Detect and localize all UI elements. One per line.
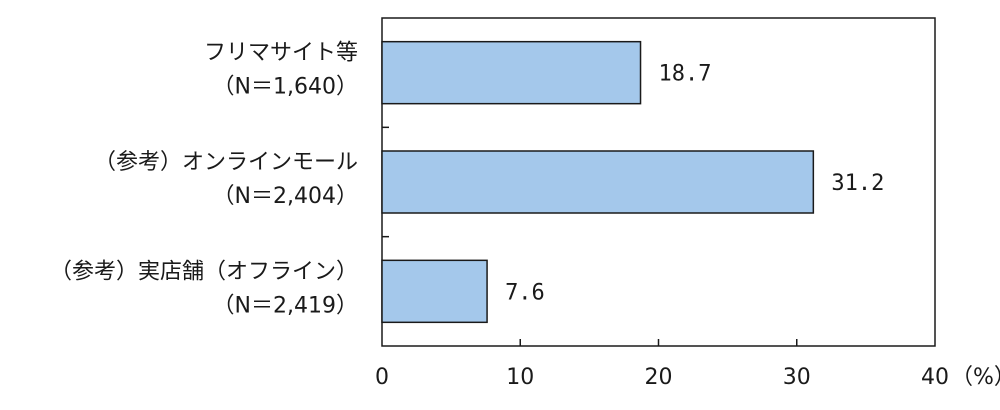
x-tick-label-0: 0: [375, 365, 389, 390]
data-label-1: 18.7: [659, 62, 712, 87]
x-tick-label-3: 30: [783, 365, 811, 390]
category-label-1-line-2: （N＝1,640）: [213, 75, 358, 100]
bar-2: [381, 150, 815, 214]
bar-1: [381, 40, 642, 105]
category-label-1-line-1: フリマサイト等: [204, 41, 358, 66]
category-label-3-line-1: （参考）実店舗（オフライン）: [50, 259, 358, 284]
data-label-3: 7.6: [505, 280, 545, 305]
category-label-3-line-2: （N＝2,419）: [213, 293, 358, 318]
x-axis-unit: （%）: [951, 365, 1000, 390]
x-tick-label-4: 40: [921, 365, 949, 390]
category-label-2-line-1: （参考）オンラインモール: [94, 150, 358, 175]
bar-3: [381, 259, 488, 324]
x-tick-label-1: 10: [506, 365, 534, 390]
data-label-2: 31.2: [831, 171, 884, 196]
category-label-2-line-2: （N＝2,404）: [213, 184, 358, 209]
x-tick-label-2: 20: [645, 365, 673, 390]
